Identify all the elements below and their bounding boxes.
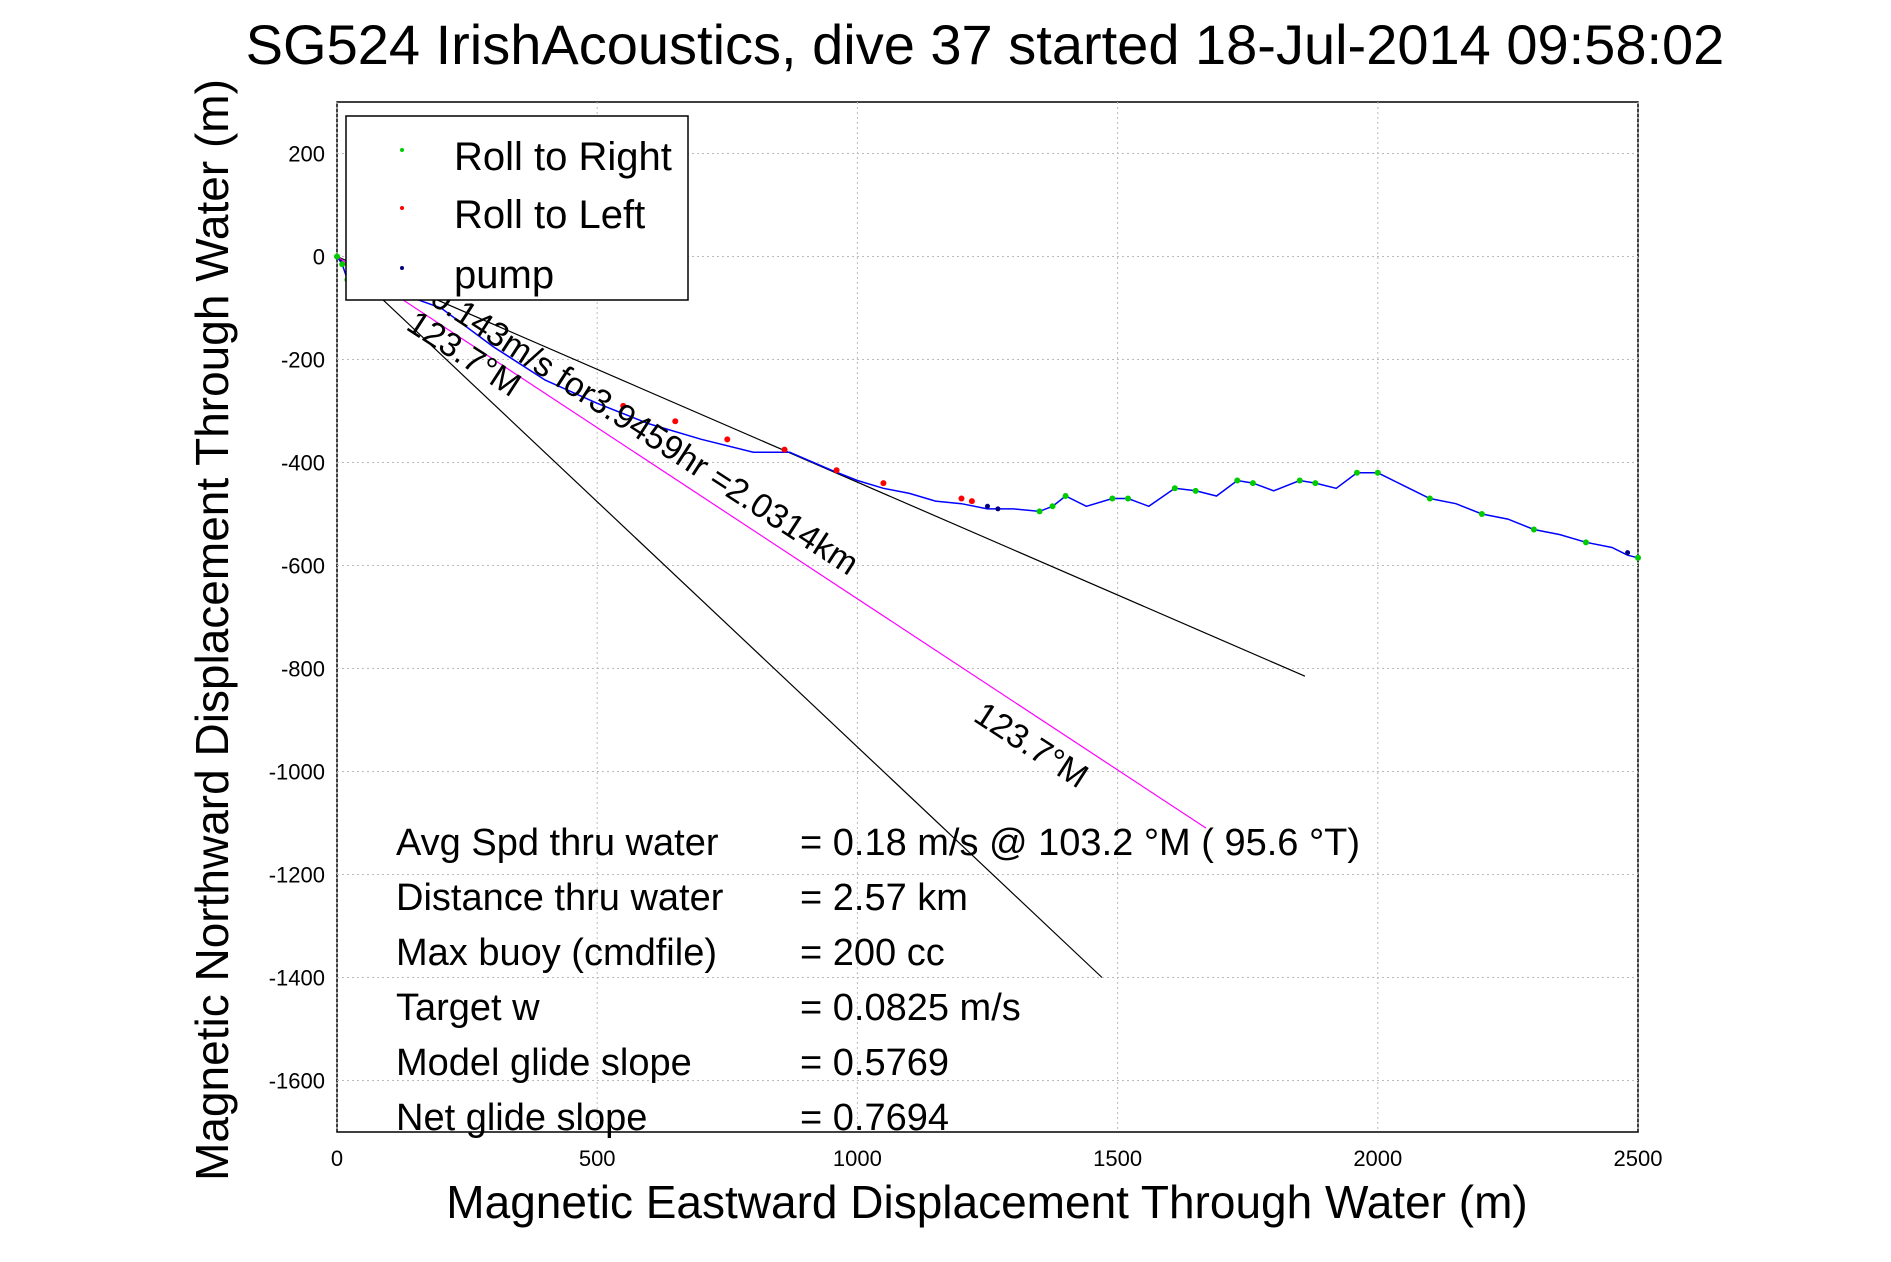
roll-left-point bbox=[620, 402, 627, 409]
legend-marker-roll-left bbox=[400, 206, 404, 210]
legend-label-pump: pump bbox=[454, 253, 554, 297]
roll-left-point bbox=[968, 498, 975, 505]
stats-block: Avg Spd thru water = 0.18 m/s @ 103.2 °M… bbox=[396, 822, 1360, 1139]
x-tick-label: 1000 bbox=[833, 1146, 882, 1171]
legend-marker-roll-right bbox=[400, 148, 404, 152]
roll-left-point bbox=[958, 495, 965, 502]
stat-label-avg-speed: Avg Spd thru water bbox=[396, 822, 719, 864]
heading-line bbox=[336, 256, 1103, 978]
roll-right-point bbox=[1426, 495, 1433, 502]
y-tick-label: -600 bbox=[281, 554, 325, 579]
x-tick-label: 2500 bbox=[1614, 1146, 1663, 1171]
roll-right-point bbox=[1125, 495, 1132, 502]
roll-right-point bbox=[1635, 554, 1641, 561]
track bbox=[336, 256, 1639, 559]
roll-right-point bbox=[1249, 480, 1256, 487]
y-tick-label: -800 bbox=[281, 657, 325, 682]
pump-point bbox=[1625, 550, 1631, 556]
roll-left-point bbox=[724, 436, 731, 443]
x-tick-label: 0 bbox=[331, 1146, 343, 1171]
stat-label-net-glide: Net glide slope bbox=[396, 1097, 647, 1139]
x-tick-label: 1500 bbox=[1093, 1146, 1142, 1171]
roll-right-point bbox=[1062, 492, 1069, 499]
y-tick-label: -1000 bbox=[269, 760, 325, 785]
roll-left-point bbox=[672, 418, 679, 425]
stat-label-model-glide: Model glide slope bbox=[396, 1042, 692, 1084]
roll-right-point bbox=[1296, 477, 1303, 484]
legend-marker-pump bbox=[400, 266, 404, 270]
roll-right-point bbox=[1582, 539, 1589, 546]
roll-right-point bbox=[1049, 503, 1056, 510]
tick-labels: 0 500 1000 1500 2000 25002000-200-400-600-800… bbox=[269, 142, 1663, 1172]
roll-right-point bbox=[1192, 487, 1199, 494]
x-tick-label: 2000 bbox=[1353, 1146, 1402, 1171]
y-tick-label: -200 bbox=[281, 348, 325, 373]
roll-left-point bbox=[880, 480, 887, 487]
x-axis-label: Magnetic Eastward Displacement Through W… bbox=[446, 1176, 1527, 1228]
stat-value-distance: = 2.57 km bbox=[800, 877, 968, 919]
y-tick-label: -400 bbox=[281, 451, 325, 476]
y-tick-label: 0 bbox=[313, 245, 325, 270]
y-tick-label: -1400 bbox=[269, 966, 325, 991]
stat-value-net-glide: = 0.7694 bbox=[800, 1097, 949, 1139]
y-tick-label: -1200 bbox=[269, 863, 325, 888]
heading-line bbox=[336, 255, 1207, 829]
roll-right-point bbox=[1530, 526, 1537, 533]
roll-left-point bbox=[833, 467, 840, 474]
pump-point bbox=[995, 506, 1001, 512]
stat-label-max-buoy: Max buoy (cmdfile) bbox=[396, 932, 717, 974]
stat-value-target-w: = 0.0825 m/s bbox=[800, 987, 1021, 1029]
roll-right-point bbox=[1478, 511, 1485, 517]
roll-right-point bbox=[1171, 485, 1178, 492]
legend-label-roll-right: Roll to Right bbox=[454, 135, 672, 179]
stat-value-max-buoy: = 200 cc bbox=[800, 932, 945, 974]
roll-right-point bbox=[1036, 508, 1043, 515]
roll-right-point bbox=[1109, 495, 1116, 502]
stat-value-avg-speed: = 0.18 m/s @ 103.2 °M ( 95.6 °T) bbox=[800, 822, 1360, 864]
pump-point bbox=[985, 503, 990, 509]
x-tick-label: 500 bbox=[579, 1146, 616, 1171]
roll-right-point bbox=[339, 261, 346, 268]
y-tick-label: 200 bbox=[288, 142, 325, 167]
stat-label-distance: Distance thru water bbox=[396, 877, 724, 919]
roll-right-point bbox=[1353, 469, 1360, 476]
chart-title: SG524 IrishAcoustics, dive 37 started 18… bbox=[246, 13, 1725, 76]
roll-right-point bbox=[334, 253, 340, 260]
roll-right-point bbox=[1312, 480, 1319, 487]
y-axis-label: Magnetic Northward Displacement Through … bbox=[186, 79, 238, 1181]
stat-value-model-glide: = 0.5769 bbox=[800, 1042, 949, 1084]
legend: Roll to Right Roll to Left pump bbox=[345, 115, 689, 301]
stat-label-target-w: Target w bbox=[396, 987, 540, 1029]
y-tick-label: -1600 bbox=[269, 1069, 325, 1094]
roll-right-point bbox=[1234, 477, 1241, 484]
legend-label-roll-left: Roll to Left bbox=[454, 193, 645, 237]
glider-track-line bbox=[336, 256, 1639, 559]
roll-left-point bbox=[781, 446, 788, 453]
roll-right-point bbox=[1374, 469, 1381, 476]
